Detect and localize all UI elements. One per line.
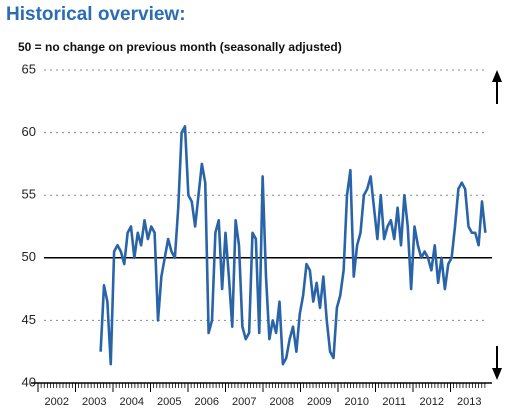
x-tick-label: 2005 xyxy=(157,396,181,408)
x-tick-label: 2006 xyxy=(195,396,219,408)
x-tick-label: 2008 xyxy=(270,396,294,408)
y-tick-label: 45 xyxy=(22,312,36,327)
x-tick-label: 2004 xyxy=(120,396,144,408)
x-tick-label: 2009 xyxy=(307,396,331,408)
y-tick-label: 40 xyxy=(22,374,36,389)
y-tick-label: 55 xyxy=(22,187,36,202)
x-tick-label: 2012 xyxy=(420,396,444,408)
y-tick-label: 65 xyxy=(22,61,36,76)
chart-title: Historical overview: xyxy=(6,4,186,25)
x-tick-label: 2011 xyxy=(382,396,406,408)
up-arrow xyxy=(492,70,502,104)
down-arrow xyxy=(492,346,502,380)
y-tick-label: 50 xyxy=(22,249,36,264)
x-tick-label: 2002 xyxy=(45,396,69,408)
x-tick-label: 2013 xyxy=(457,396,481,408)
chart-subtitle: 50 = no change on previous month (season… xyxy=(18,40,342,54)
x-tick-label: 2003 xyxy=(82,396,106,408)
y-tick-label: 60 xyxy=(22,124,36,139)
data-line xyxy=(99,125,487,366)
x-tick-label: 2007 xyxy=(232,396,256,408)
x-tick-label: 2010 xyxy=(345,396,369,408)
